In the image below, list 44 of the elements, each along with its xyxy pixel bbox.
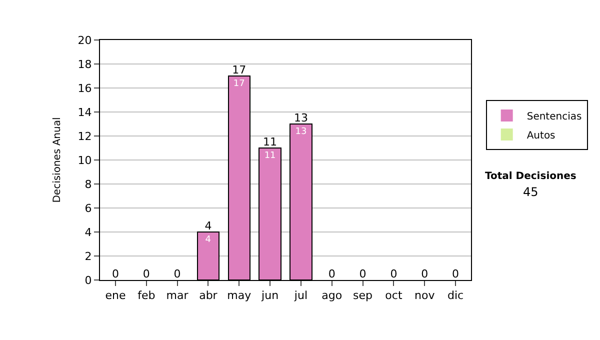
y-axis-title: Decisiones Anual [52, 117, 63, 203]
y-tick-label: 10 [78, 154, 92, 167]
legend-label: Autos [526, 130, 556, 142]
y-tick-label: 6 [84, 202, 92, 215]
total-label: 0 [112, 267, 119, 280]
x-tick-label: mar [166, 289, 189, 302]
y-tick-label: 2 [84, 250, 92, 263]
y-tick-label: 8 [84, 178, 92, 191]
data-label: 11 [264, 151, 276, 161]
y-tick-label: 12 [78, 130, 92, 143]
x-tick-label: ene [105, 289, 126, 302]
legend-label: Sentencias [526, 111, 582, 122]
total-label: 0 [328, 267, 336, 280]
total-label: 0 [390, 267, 398, 280]
total-label: 11 [263, 135, 278, 148]
total-label: 17 [232, 63, 246, 76]
x-tick-label: jul [293, 289, 308, 302]
x-tick-label: dic [447, 289, 464, 302]
total-label: 13 [294, 111, 308, 124]
y-tick-label: 0 [84, 274, 92, 287]
y-tick-label: 18 [78, 58, 92, 71]
total-label: 4 [204, 219, 212, 232]
y-tick-label: 20 [78, 34, 92, 47]
y-tick-label: 14 [78, 106, 92, 119]
total-label: 0 [359, 267, 366, 280]
total-label: 0 [421, 267, 428, 280]
x-tick-label: ago [322, 289, 342, 302]
total-label: 0 [142, 267, 150, 280]
x-tick-label: sep [353, 289, 373, 302]
x-tick-label: jun [260, 289, 279, 302]
x-tick-label: oct [385, 289, 403, 302]
total-label: 0 [452, 267, 460, 280]
text: Total Decisiones [485, 171, 576, 182]
x-tick-label: feb [138, 289, 156, 302]
data-label: 17 [233, 79, 245, 89]
x-tick-label: abr [199, 289, 218, 302]
data-label: 13 [295, 127, 307, 137]
y-tick-label: 4 [84, 226, 92, 239]
data-label: 4 [205, 235, 212, 245]
y-tick-label: 16 [78, 82, 92, 95]
x-tick-label: may [227, 289, 252, 302]
x-tick-label: nov [414, 289, 436, 302]
total-label: 0 [174, 267, 181, 280]
text: 45 [523, 185, 538, 199]
